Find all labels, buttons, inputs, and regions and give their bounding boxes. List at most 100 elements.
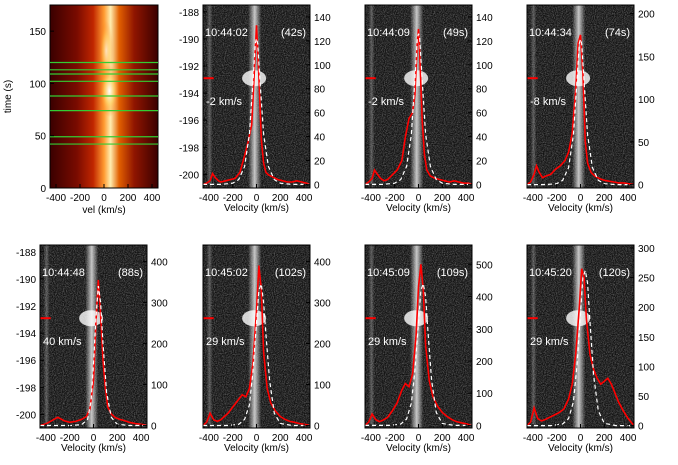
- y-right-tick-label: 100: [638, 95, 655, 106]
- y-right-tick-label: 20: [476, 156, 488, 167]
- y-right-tick-label: 80: [314, 85, 326, 96]
- model-profile-line: [527, 36, 634, 186]
- x-tick-label: -400: [523, 193, 543, 204]
- y-left-tick-label: -192: [16, 302, 36, 313]
- y-right-tick-label: 120: [314, 37, 331, 48]
- time-label: 10:44:02: [205, 27, 248, 39]
- y-right-tick-label: 300: [476, 325, 493, 336]
- velocity-label: -2 km/s: [206, 96, 243, 108]
- panel-image: [365, 5, 472, 188]
- faint-emission-streak: [206, 245, 213, 428]
- y-right-tick-label: 300: [638, 244, 655, 255]
- x-tick-label: 200: [434, 433, 451, 444]
- velocity-label: 40 km/s: [43, 336, 82, 348]
- x-tick-label: -400: [199, 433, 219, 444]
- y-right-tick-label: 0: [476, 180, 482, 191]
- y-left-tick-label: -200: [16, 410, 36, 421]
- profile-panel: 10:45:02 (102s) 29 km/s -400 -200 0 200 400 Velo…: [199, 244, 331, 454]
- time-label: 10:45:09: [367, 267, 410, 279]
- y-right-tick-label: 250: [638, 274, 655, 285]
- y-right-tick-label: 100: [314, 381, 331, 392]
- profile-panel: 10:44:02 (42s)-2 km/s-400 -200 0 200 400Veloc…: [179, 4, 331, 214]
- x-tick-label: 400: [296, 433, 313, 444]
- faint-emission-streak: [368, 245, 375, 428]
- y-left-tick-label: -188: [179, 8, 199, 19]
- y-right-tick-label: 100: [476, 389, 493, 400]
- y-right-tick-label: 50: [638, 138, 650, 149]
- y-left-tick-label: -190: [16, 275, 36, 286]
- y-right-tick-label: 100: [476, 61, 493, 72]
- velocity-label: 29 km/s: [368, 336, 407, 348]
- y-tick-label: 150: [29, 27, 46, 38]
- delay-label: (42s): [281, 27, 306, 39]
- x-axis-label: Velocity (km/s): [61, 443, 126, 454]
- y-right-tick-label: 150: [638, 52, 655, 63]
- y-right-tick-label: 200: [314, 339, 331, 350]
- x-tick-label: -400: [199, 193, 219, 204]
- x-tick-label: 400: [458, 433, 475, 444]
- flare-kernel: [404, 310, 429, 327]
- x-axis-label: Velocity (km/s): [224, 443, 289, 454]
- delay-label: (102s): [275, 267, 306, 279]
- y-tick-label: 0: [40, 184, 46, 195]
- x-tick-label: 200: [109, 433, 126, 444]
- profile-panel: 10:44:09 (49s)-2 km/s-400 -200 0 200 400Veloc…: [361, 4, 493, 214]
- delay-label: (49s): [443, 27, 468, 39]
- x-tick-label: -200: [385, 433, 405, 444]
- y-tick-label: 50: [35, 132, 47, 143]
- x-tick-label: 200: [272, 433, 289, 444]
- y-right-tick-label: 400: [314, 257, 331, 268]
- x-tick-label: 200: [120, 193, 137, 204]
- x-tick-label: -200: [70, 193, 90, 204]
- y-left-tick-label: -194: [179, 89, 199, 100]
- x-tick-label: 0: [578, 193, 584, 204]
- velocity-label: -8 km/s: [530, 96, 567, 108]
- y-left-tick-label: -196: [16, 356, 36, 367]
- y-right-tick-label: 50: [638, 392, 650, 403]
- y-right-tick-label: 400: [151, 257, 168, 268]
- model-profile-line: [40, 285, 147, 427]
- x-tick-label: 200: [596, 193, 613, 204]
- x-tick-label: -200: [385, 193, 405, 204]
- x-tick-label: -200: [60, 433, 80, 444]
- x-tick-label: 0: [578, 433, 584, 444]
- model-profile-line: [203, 283, 310, 427]
- panel-image: [527, 245, 634, 428]
- y-right-tick-label: 40: [476, 133, 488, 144]
- x-tick-label: 400: [620, 433, 637, 444]
- observed-profile-line: [527, 268, 634, 427]
- y-right-tick-label: 140: [476, 13, 493, 24]
- x-tick-label: 200: [596, 433, 613, 444]
- x-axis-label: Velocity (km/s): [548, 203, 613, 214]
- observed-profile-line: [365, 264, 472, 427]
- time-label: 10:44:34: [529, 27, 572, 39]
- x-axis-label: vel (km/s): [82, 205, 125, 216]
- profile-panel: 10:44:48 (88s) 40 km/s -400 -200 0 200 400 Veloc…: [16, 244, 168, 454]
- faint-emission-streak: [43, 245, 50, 428]
- model-profile-line: [365, 33, 472, 185]
- y-right-tick-label: 120: [476, 37, 493, 48]
- y-right-tick-label: 300: [151, 298, 168, 309]
- x-tick-label: 200: [272, 193, 289, 204]
- delay-label: (74s): [605, 27, 630, 39]
- y-right-tick-label: 200: [638, 303, 655, 314]
- time-label: 10:44:48: [42, 267, 85, 279]
- time-label: 10:45:20: [529, 267, 572, 279]
- x-tick-label: -400: [361, 433, 381, 444]
- y-right-tick-label: 0: [476, 421, 482, 432]
- x-tick-label: -200: [547, 433, 567, 444]
- delay-label: (120s): [599, 267, 630, 279]
- x-tick-label: -400: [36, 433, 56, 444]
- y-right-tick-label: 300: [314, 298, 331, 309]
- y-right-tick-label: 0: [638, 181, 644, 192]
- x-axis-label: Velocity (km/s): [548, 443, 613, 454]
- y-right-tick-label: 100: [151, 381, 168, 392]
- delay-label: (109s): [437, 267, 468, 279]
- y-left-tick-label: -196: [179, 116, 199, 127]
- panel-image: [527, 5, 634, 188]
- x-tick-label: 400: [144, 193, 161, 204]
- y-left-tick-label: -190: [179, 35, 199, 46]
- x-tick-label: -400: [361, 193, 381, 204]
- y-right-tick-label: 0: [314, 180, 320, 191]
